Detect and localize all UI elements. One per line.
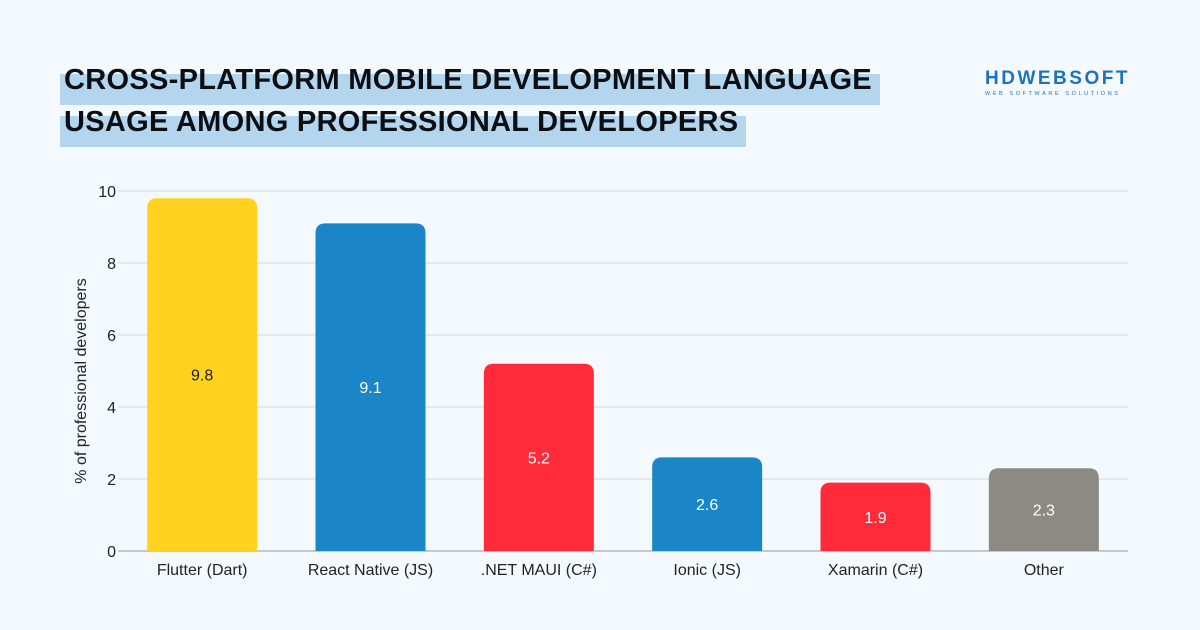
hdwebsoft-logo: HDWEBSOFT WEB SOFTWARE SOLUTIONS: [985, 68, 1130, 97]
x-tick-label: .NET MAUI (C#): [481, 562, 597, 579]
data-label: 5.2: [528, 450, 550, 467]
x-tick-label: Flutter (Dart): [157, 562, 248, 579]
data-label: 2.3: [1033, 503, 1055, 520]
x-tick-label: React Native (JS): [308, 562, 433, 579]
title-highlight: [60, 74, 880, 105]
y-tick-label: 0: [107, 544, 116, 561]
bar: [147, 198, 258, 551]
y-tick-label: 2: [107, 472, 116, 489]
y-tick-label: 8: [107, 256, 116, 273]
y-tick-label: 10: [98, 184, 116, 201]
title-highlight: [60, 116, 747, 147]
bar: [315, 223, 426, 551]
title-line-2: USAGE AMONG PROFESSIONAL DEVELOPERS: [60, 106, 747, 147]
x-tick-label: Other: [1024, 562, 1065, 579]
data-label: 2.6: [696, 497, 718, 514]
y-axis-label: % of professional developers: [73, 278, 90, 483]
bar: [483, 363, 594, 551]
data-label: 9.1: [359, 380, 381, 397]
bar: [988, 468, 1099, 551]
bar: [820, 482, 931, 551]
x-tick-label: Xamarin (C#): [828, 562, 923, 579]
bar: [652, 457, 763, 551]
y-tick-label: 4: [107, 400, 116, 417]
y-tick-label: 6: [107, 328, 116, 345]
data-label: 9.8: [191, 368, 213, 385]
x-tick-label: Ionic (JS): [673, 562, 741, 579]
title-line-1: CROSS-PLATFORM MOBILE DEVELOPMENT LANGUA…: [60, 64, 880, 105]
data-label: 1.9: [864, 510, 886, 527]
